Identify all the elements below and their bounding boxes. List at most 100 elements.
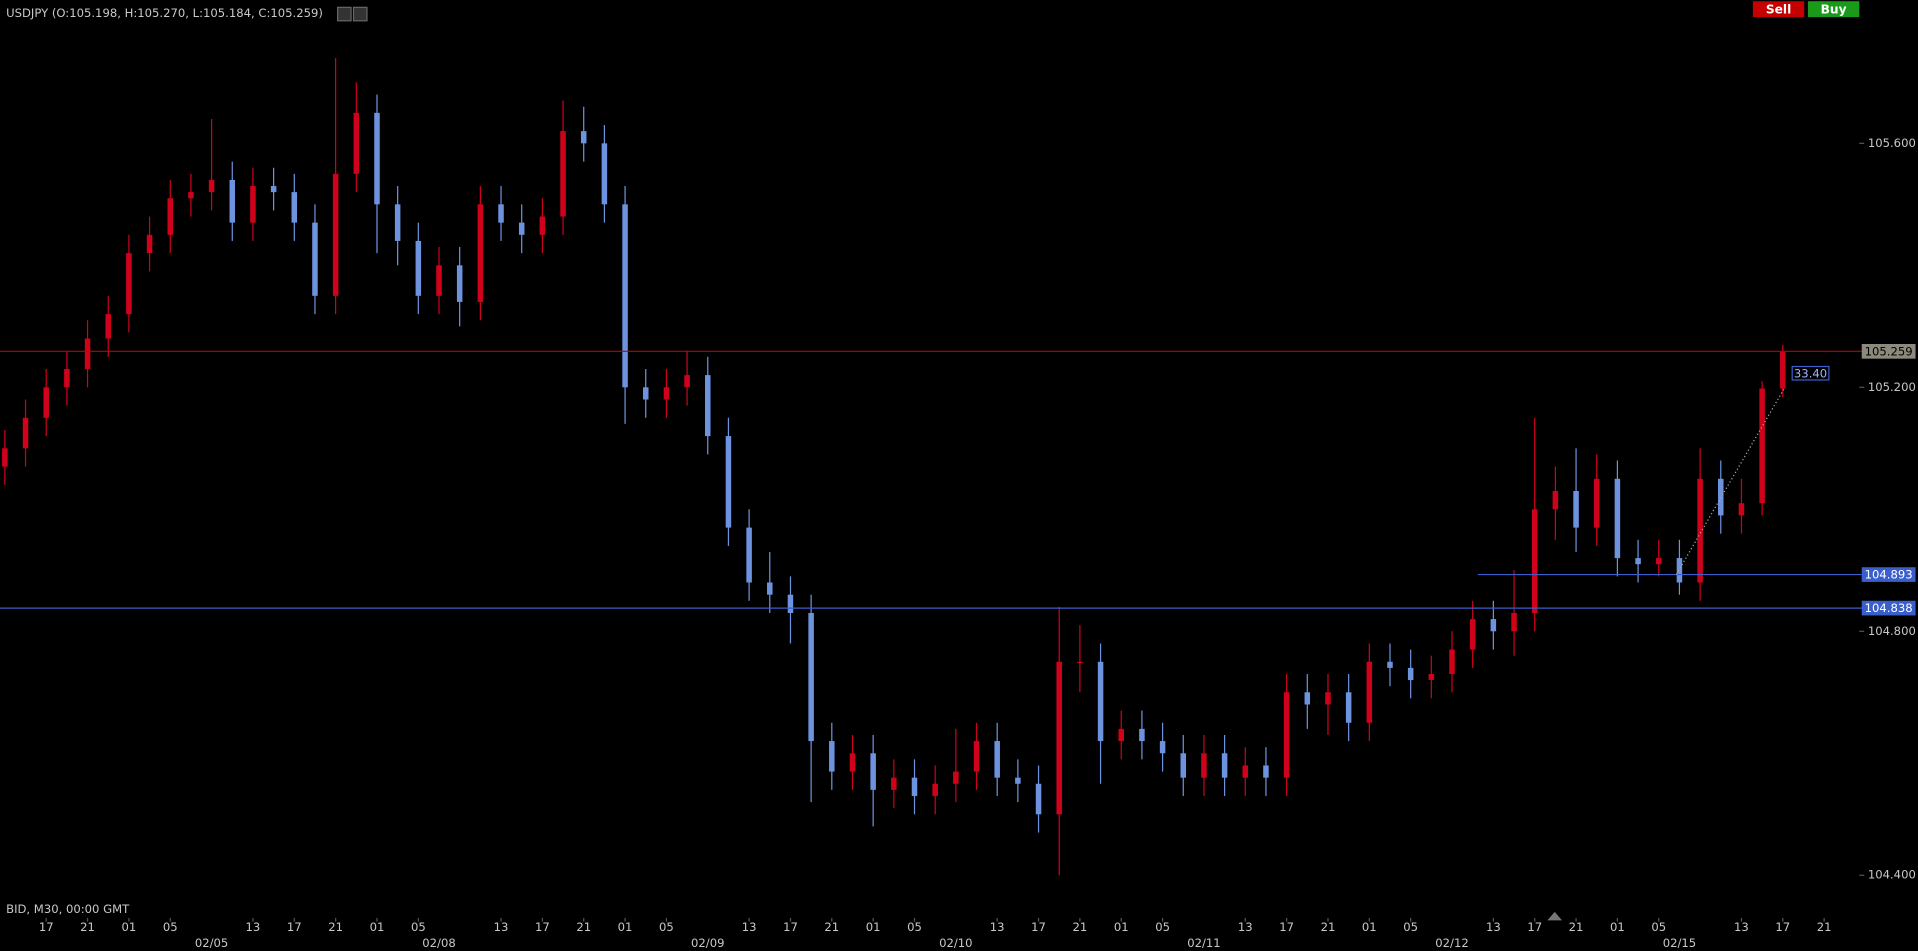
candle-body xyxy=(1759,388,1765,504)
x-tick-label: 01 xyxy=(1610,920,1625,934)
candle-body xyxy=(953,771,959,784)
measure-label: 33.40 xyxy=(1794,366,1827,380)
chart-header: USDJPY (O:105.198, H:105.270, L:105.184,… xyxy=(6,6,323,20)
candle-body xyxy=(2,448,8,467)
button-bg[interactable] xyxy=(1752,1,1805,18)
price-label-box xyxy=(1861,600,1916,616)
x-tick-label: 13 xyxy=(494,920,509,934)
price-label: 105.259 xyxy=(1865,344,1913,358)
candle-body xyxy=(539,216,546,235)
x-tick-label: 05 xyxy=(1651,920,1666,934)
candle-body xyxy=(932,783,938,796)
candle-body xyxy=(64,369,70,388)
candle-body xyxy=(767,582,773,595)
x-tick-label: 05 xyxy=(1403,920,1418,934)
candle-body xyxy=(1614,478,1621,559)
candle-body xyxy=(829,741,835,772)
x-tick-label: 01 xyxy=(122,920,137,934)
candle-body xyxy=(601,143,608,205)
x-tick-label: 17 xyxy=(783,920,798,934)
candle-body xyxy=(1139,728,1145,742)
candle-body xyxy=(146,234,153,254)
measure-label-box xyxy=(1791,365,1830,381)
trade-button[interactable]: Buy xyxy=(1807,1,1860,18)
x-tick-label: 13 xyxy=(742,920,757,934)
candle-body xyxy=(1635,558,1641,565)
x-tick-label: 21 xyxy=(1817,920,1832,934)
candle-body xyxy=(1180,753,1187,778)
candle-body xyxy=(250,186,256,223)
candle-body xyxy=(642,387,649,400)
price-label: 104.838 xyxy=(1865,601,1913,615)
x-tick-label: 17 xyxy=(39,920,54,934)
candle-body xyxy=(518,222,525,235)
candle-body xyxy=(1531,509,1538,613)
candle-body xyxy=(580,131,587,144)
button-label[interactable]: Sell xyxy=(1766,2,1791,16)
candle-body xyxy=(1304,692,1311,705)
candle-body xyxy=(22,417,29,449)
candle-body xyxy=(1552,490,1559,510)
candle-body xyxy=(1780,351,1786,389)
candle-body xyxy=(43,387,49,418)
x-tick-label: 01 xyxy=(370,920,385,934)
candle-body xyxy=(849,753,856,772)
trade-button[interactable]: Sell xyxy=(1752,1,1805,18)
settings-icon[interactable] xyxy=(352,6,368,22)
candle-body xyxy=(1676,558,1683,583)
y-tick-label: 105.600 xyxy=(1868,136,1916,150)
settings-icon[interactable] xyxy=(336,6,352,22)
x-tick-label: 13 xyxy=(1238,920,1253,934)
date-label: 02/05 xyxy=(195,936,228,950)
candle-body xyxy=(1221,753,1228,778)
candle-body xyxy=(1118,728,1124,742)
candle-body xyxy=(973,741,980,772)
x-tick-label: 17 xyxy=(1775,920,1790,934)
candle-body xyxy=(1201,753,1207,778)
candle-body xyxy=(1449,649,1455,674)
marker-triangle xyxy=(1547,911,1563,921)
x-tick-label: 05 xyxy=(907,920,922,934)
candle-body xyxy=(1345,692,1352,723)
y-tick-label: 104.800 xyxy=(1868,624,1916,638)
date-label: 02/10 xyxy=(939,936,972,950)
candle-body xyxy=(1738,503,1745,516)
date-label: 02/11 xyxy=(1187,936,1220,950)
button-bg[interactable] xyxy=(1807,1,1860,18)
candle-body xyxy=(394,204,401,241)
candle-body xyxy=(1366,661,1373,723)
candle-body xyxy=(167,198,173,235)
candle-body xyxy=(270,186,277,193)
candle-body xyxy=(498,204,504,223)
x-tick-label: 13 xyxy=(1734,920,1749,934)
candle-body xyxy=(622,204,628,388)
x-tick-label: 21 xyxy=(1321,920,1336,934)
candle-body xyxy=(105,314,111,339)
date-label: 02/15 xyxy=(1663,936,1696,950)
button-label[interactable]: Buy xyxy=(1821,2,1847,16)
candle-body xyxy=(1407,667,1414,681)
candle-body xyxy=(1511,612,1517,632)
candle-body xyxy=(1469,619,1476,650)
y-tick-label: 104.400 xyxy=(1868,868,1916,882)
candle-body xyxy=(229,179,236,223)
candle-body xyxy=(725,436,732,528)
measure-line xyxy=(1675,387,1786,575)
candle-body xyxy=(1697,478,1703,583)
candle-body xyxy=(312,222,318,296)
x-tick-label: 21 xyxy=(576,920,591,934)
x-tick-label: 05 xyxy=(1155,920,1170,934)
candle-body xyxy=(188,192,194,199)
x-tick-label: 21 xyxy=(1073,920,1088,934)
x-tick-label: 17 xyxy=(1279,920,1294,934)
price-label: 104.893 xyxy=(1865,568,1913,582)
x-tick-label: 21 xyxy=(80,920,95,934)
x-tick-label: 21 xyxy=(824,920,839,934)
candle-body xyxy=(911,777,918,796)
x-tick-label: 13 xyxy=(1486,920,1501,934)
candle-body xyxy=(1325,692,1331,705)
x-tick-label: 01 xyxy=(618,920,633,934)
candle-body xyxy=(84,338,91,370)
x-tick-label: 05 xyxy=(659,920,674,934)
